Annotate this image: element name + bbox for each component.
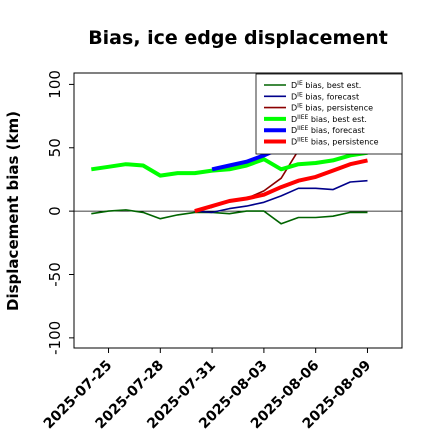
series-line-2 [194,179,368,214]
y-axis-label: Displacement bias (km) [4,111,22,311]
plot-frame [73,72,403,349]
legend-label: DIE bias, persistence [291,103,373,113]
legend: DIE bias, best est.DIE bias, forecast DIE… [255,73,403,155]
series-line-1 [91,209,368,225]
legend-label: DIIEE bias, persistence [291,137,379,147]
y-tick-label: -50 [46,262,64,287]
y-tick-label: 50 [46,138,64,157]
y-tick-label: 0 [46,206,64,216]
chart-title: Bias, ice edge displacement [88,27,388,49]
legend-label: DIIEE bias, forecast [291,125,365,135]
legend-label: DIE bias, forecast [291,91,359,101]
y-tick-label: -100 [46,321,64,355]
series-line-4 [91,150,368,178]
legend-label: DIE bias, best est. [291,80,361,90]
series-line-6 [194,158,368,214]
legend-label: DIIEE bias, best est. [291,114,367,124]
y-tick-label: 100 [46,70,64,99]
